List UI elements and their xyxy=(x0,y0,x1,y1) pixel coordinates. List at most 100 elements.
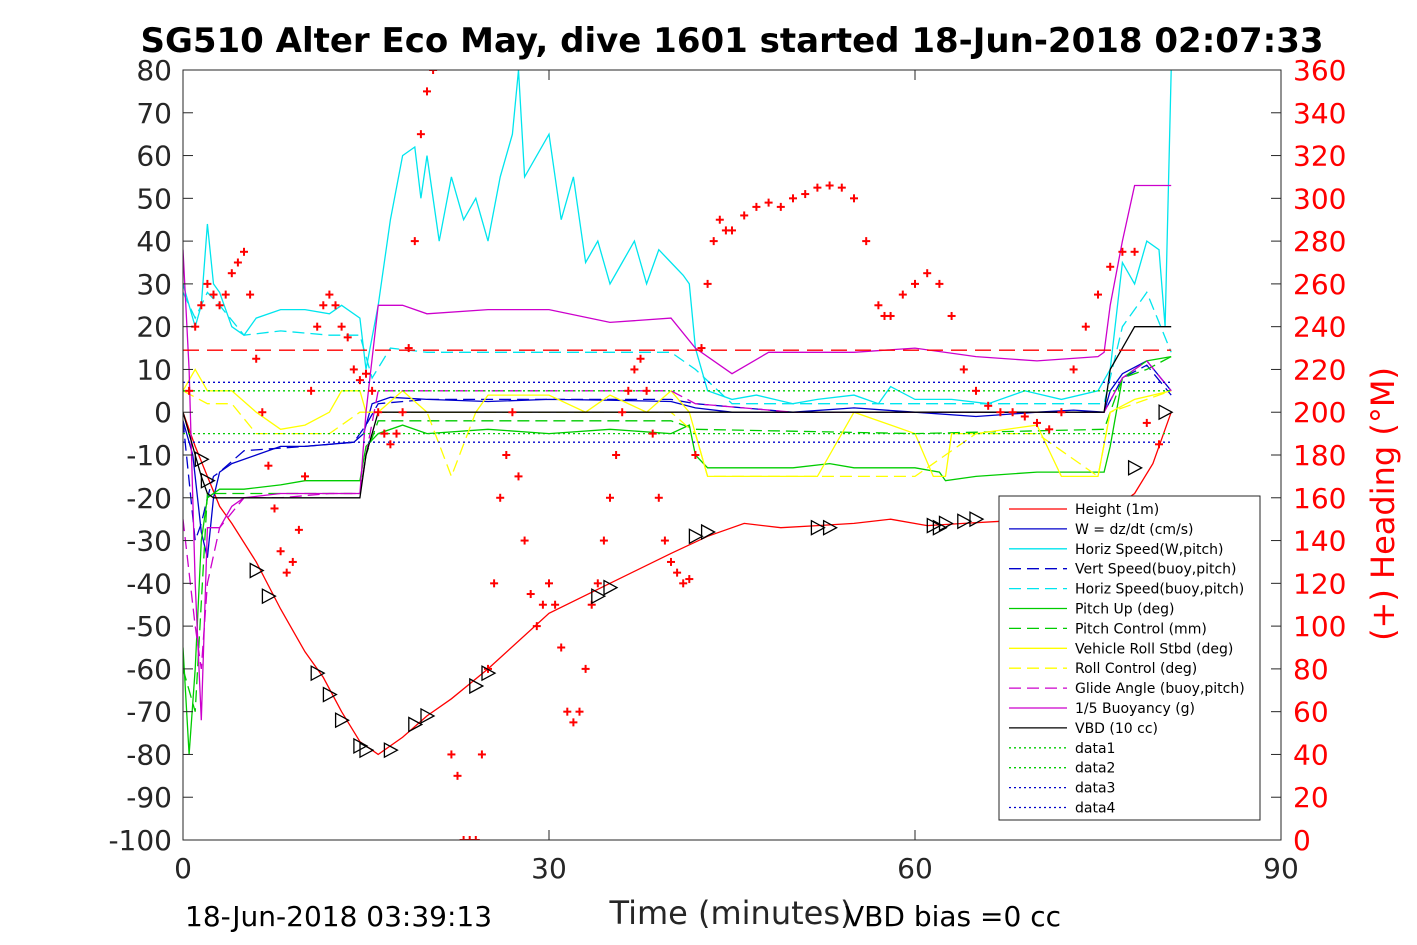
heading-marker xyxy=(1142,418,1151,427)
heading-marker xyxy=(679,579,688,588)
heading-marker xyxy=(221,290,230,299)
y-tick-label: 40 xyxy=(136,225,172,258)
heading-marker xyxy=(514,472,523,481)
legend-entry-label: data2 xyxy=(1075,761,1115,777)
heading-marker xyxy=(660,536,669,545)
legend-entry-label: Vert Speed(buoy,pitch) xyxy=(1075,562,1237,578)
heading-marker xyxy=(685,575,694,584)
y-tick-label: 70 xyxy=(136,97,172,130)
heading-marker xyxy=(569,718,578,727)
heading-marker xyxy=(520,536,529,545)
legend-entry-label: Horiz Speed(W,pitch) xyxy=(1075,542,1223,558)
heading-marker xyxy=(313,322,322,331)
heading-marker xyxy=(301,472,309,481)
heading-marker xyxy=(709,237,718,246)
heading-marker xyxy=(185,386,194,395)
y-tick-label: -20 xyxy=(126,482,172,515)
series-line-horiz-speed-w-pitch xyxy=(183,70,1172,405)
heading-marker xyxy=(1081,322,1090,331)
heading-marker xyxy=(355,376,364,385)
y-tick-label: 20 xyxy=(136,311,172,344)
series-line-vbd-10-cc xyxy=(183,326,1172,499)
heading-marker xyxy=(837,183,846,192)
y-right-tick-label: 200 xyxy=(1293,396,1346,429)
y-right-tick-label: 120 xyxy=(1293,567,1346,600)
heading-marker xyxy=(325,290,334,299)
waypoint-triangle xyxy=(700,523,716,541)
heading-marker xyxy=(850,194,858,203)
y-tick-label: 50 xyxy=(136,182,172,215)
heading-marker xyxy=(599,536,608,545)
heading-marker xyxy=(526,590,535,599)
heading-marker xyxy=(459,836,468,840)
waypoint-triangle xyxy=(1127,459,1143,476)
footer-timestamp: 18-Jun-2018 03:39:13 xyxy=(185,900,492,933)
heading-marker xyxy=(1094,290,1102,299)
heading-marker xyxy=(1045,425,1054,434)
heading-marker xyxy=(593,579,602,588)
y-tick-label: -40 xyxy=(126,567,172,600)
heading-marker xyxy=(612,451,621,459)
y-tick-label: 80 xyxy=(136,54,172,87)
y-right-tick-label: 160 xyxy=(1293,482,1346,515)
waypoint-triangle xyxy=(194,451,210,468)
heading-marker xyxy=(282,568,291,577)
heading-marker xyxy=(789,194,797,203)
legend-entry-label: Roll Control (deg) xyxy=(1075,661,1197,677)
heading-marker xyxy=(477,750,486,759)
x-tick-label: 0 xyxy=(174,852,192,885)
heading-marker xyxy=(636,354,645,363)
heading-marker xyxy=(203,279,212,288)
heading-marker xyxy=(703,279,712,288)
heading-marker xyxy=(233,258,242,267)
heading-marker xyxy=(801,190,810,199)
heading-marker xyxy=(959,365,968,374)
y-tick-label: 60 xyxy=(136,140,172,173)
y-tick-label: -10 xyxy=(126,439,172,472)
heading-marker xyxy=(624,386,633,395)
heading-marker xyxy=(423,87,431,96)
waypoint-triangle xyxy=(200,472,216,489)
y-right-tick-label: 280 xyxy=(1293,225,1346,258)
waypoint-triangle xyxy=(359,742,375,759)
y-right-tick-label: 20 xyxy=(1293,781,1329,814)
heading-marker xyxy=(1106,262,1115,271)
legend-entry-label: W = dz/dt (cm/s) xyxy=(1075,522,1194,538)
legend-entry-label: VBD (10 cc) xyxy=(1075,721,1158,737)
waypoint-triangle xyxy=(261,588,277,605)
y-tick-label: 30 xyxy=(136,268,172,301)
heading-marker xyxy=(307,386,316,395)
legend-entry-label: 1/5 Buoyancy (g) xyxy=(1075,701,1195,717)
heading-marker xyxy=(349,365,358,374)
heading-marker xyxy=(240,247,248,256)
heading-marker xyxy=(319,301,328,310)
y-tick-label: -70 xyxy=(126,696,172,729)
heading-marker xyxy=(380,429,389,438)
waypoint-triangle xyxy=(249,562,265,579)
heading-marker xyxy=(386,440,395,449)
y-right-tick-label: 260 xyxy=(1293,268,1346,301)
heading-marker xyxy=(947,311,956,320)
chart-title: SG510 Alter Eco May, dive 1601 started 1… xyxy=(140,21,1323,61)
waypoint-triangle xyxy=(383,742,399,759)
waypoint-triangle xyxy=(1158,404,1174,421)
heading-marker xyxy=(362,369,370,378)
heading-marker xyxy=(825,181,834,190)
x-tick-label: 60 xyxy=(897,852,933,885)
waypoint-triangle xyxy=(322,686,338,703)
heading-marker xyxy=(416,130,425,139)
y-tick-label: -60 xyxy=(126,653,172,686)
heading-marker xyxy=(972,386,980,395)
heading-marker xyxy=(697,344,706,353)
legend-box xyxy=(998,495,1261,821)
waypoint-triangle xyxy=(334,712,350,729)
heading-marker xyxy=(410,237,419,246)
series-line-horiz-speed-buoy-pitch xyxy=(183,291,1172,405)
heading-marker xyxy=(752,202,761,211)
y-tick-label: 10 xyxy=(136,353,172,386)
heading-marker xyxy=(1057,408,1066,417)
heading-marker xyxy=(691,451,700,459)
heading-marker xyxy=(258,408,267,417)
waypoint-triangle xyxy=(408,716,424,733)
heading-marker xyxy=(715,215,724,224)
